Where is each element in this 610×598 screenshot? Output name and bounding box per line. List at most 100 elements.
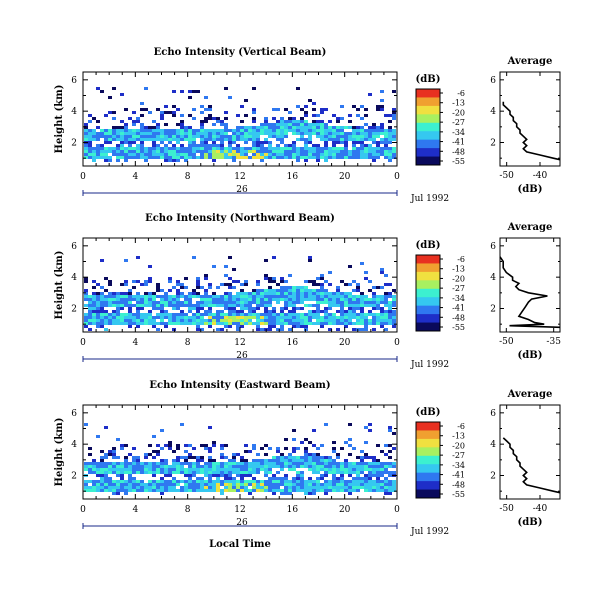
heatmap-cell [292,153,296,156]
heatmap-cell [276,328,280,331]
heatmap-cell [312,465,316,468]
heatmap-cell [252,486,256,489]
heatmap-cell [220,471,224,474]
heatmap-cell [316,292,320,295]
heatmap-cell [100,90,104,93]
heatmap-cell [260,298,264,301]
heatmap-cell [172,153,176,156]
heatmap-cell [232,486,236,489]
heatmap-cell [344,465,348,468]
heatmap-cell [292,301,296,304]
heatmap-cell [228,465,232,468]
heatmap-cell [388,486,392,489]
heatmap-cell [188,156,192,159]
heatmap-cell [352,322,356,325]
heatmap-cell [244,444,248,447]
heatmap-cell [352,135,356,138]
heatmap-cell [304,292,308,295]
heatmap-cell [100,301,104,304]
heatmap-cell [324,280,328,283]
heatmap-cell [368,480,372,483]
heatmap-cell [224,123,228,126]
heatmap-cell [128,301,132,304]
heatmap-cell [280,153,284,156]
heatmap-cell [376,477,380,480]
heatmap-cell [176,316,180,319]
heatmap-cell [220,453,224,456]
heatmap-cell [168,483,172,486]
heatmap-cell [288,328,292,331]
heatmap-cell [176,295,180,298]
heatmap-cell [232,459,236,462]
heatmap-cell [280,319,284,322]
heatmap-cell [176,159,180,162]
heatmap-cells [84,87,396,162]
date-label: Jul 1992 [410,360,449,370]
heatmap-cell [164,298,168,301]
heatmap-cell [92,462,96,465]
heatmap-cell [88,156,92,159]
heatmap-cell [136,304,140,307]
heatmap-cell [172,132,176,135]
heatmap-cell [308,153,312,156]
heatmap-cell [312,444,316,447]
heatmap-cell [248,304,252,307]
heatmap-cell [136,120,140,123]
heatmap-cell [368,129,372,132]
heatmap-cell [300,465,304,468]
heatmap-cell [260,447,264,450]
avg-x-label: (dB) [518,350,543,361]
colorbar-tick-label: -34 [452,294,465,303]
heatmap-cell [284,486,288,489]
heatmap-cell [128,489,132,492]
heatmap-cell [304,453,308,456]
heatmap-cell [156,156,160,159]
heatmap-cell [96,307,100,310]
heatmap-cell [96,301,100,304]
heatmap-cell [236,280,240,283]
heatmap-cell [304,289,308,292]
heatmap-cell [268,319,272,322]
heatmap-cell [340,153,344,156]
heatmap-cell [388,147,392,150]
heatmap-cell [308,126,312,129]
heatmap-cell [384,283,388,286]
heatmap-cell [180,156,184,159]
heatmap-cell [364,304,368,307]
heatmap-cell [104,489,108,492]
colorbar-tick-label: -6 [457,89,465,98]
heatmap-cell [368,310,372,313]
heatmap-cell [144,108,148,111]
heatmap-cell [324,123,328,126]
heatmap-cell [92,135,96,138]
heatmap-cell [148,444,152,447]
heatmap-cell [300,477,304,480]
heatmap-cell [252,144,256,147]
heatmap-cell [344,471,348,474]
heatmap-cell [176,108,180,111]
heatmap-cell [384,301,388,304]
heatmap-cell [348,126,352,129]
colorbar-swatch [416,322,440,332]
heatmap-cell [132,319,136,322]
heatmap-cell [208,286,212,289]
heatmap-cell [132,123,136,126]
heatmap-cell [384,292,388,295]
heatmap-cell [348,120,352,123]
avg-y-tick-label: 2 [490,472,496,482]
heatmap-cell [280,456,284,459]
heatmap-cell [100,150,104,153]
heatmap-cell [356,138,360,141]
heatmap-cell [332,141,336,144]
heatmap-cell [360,483,364,486]
heatmap-cell [208,153,212,156]
heatmap-cell [348,138,352,141]
heatmap-cell [144,486,148,489]
heatmap-cell [392,310,396,313]
heatmap-cell [356,313,360,316]
heatmap-cell [372,135,376,138]
heatmap-cell [360,135,364,138]
heatmap-cell [116,322,120,325]
heatmap-cell [212,459,216,462]
heatmap-cell [192,489,196,492]
